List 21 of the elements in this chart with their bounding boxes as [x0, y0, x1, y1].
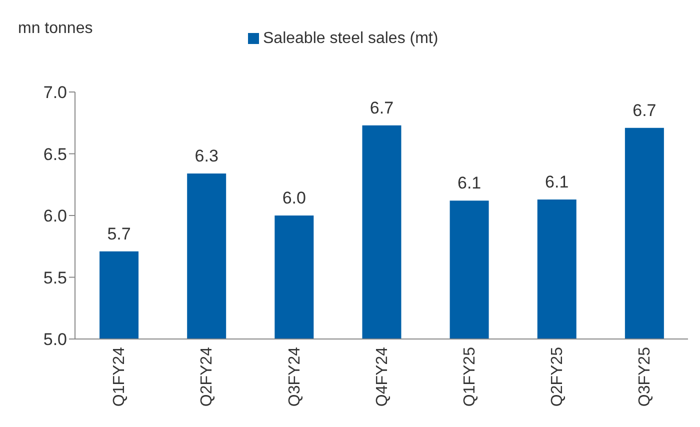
x-tick-label: Q3FY25	[636, 346, 654, 407]
x-tick-label: Q2FY25	[549, 346, 566, 407]
y-tick-label: 6.5	[43, 144, 67, 164]
data-label: 6.0	[282, 188, 306, 208]
legend-label: Saleable steel sales (mt)	[263, 30, 438, 47]
x-tick-label: Q3FY24	[286, 346, 304, 407]
data-label: 6.1	[545, 172, 569, 192]
x-tick-label: Q1FY25	[461, 346, 478, 407]
data-label: 5.7	[107, 224, 131, 244]
y-tick-label: 7.0	[43, 83, 67, 102]
x-tick-label: Q4FY24	[374, 346, 391, 407]
y-tick-label: 5.5	[43, 268, 67, 288]
data-label: 6.7	[632, 100, 656, 120]
y-axis-title: mn tonnes	[18, 20, 93, 38]
y-tick-label: 5.0	[43, 330, 67, 350]
data-label: 6.1	[457, 174, 482, 193]
data-label: 6.3	[194, 146, 218, 166]
y-tick-label: 6.0	[43, 206, 67, 226]
data-label: 6.7	[370, 98, 394, 118]
x-tick-label: Q2FY24	[198, 346, 216, 407]
x-tick-label: Q1FY24	[111, 346, 128, 407]
